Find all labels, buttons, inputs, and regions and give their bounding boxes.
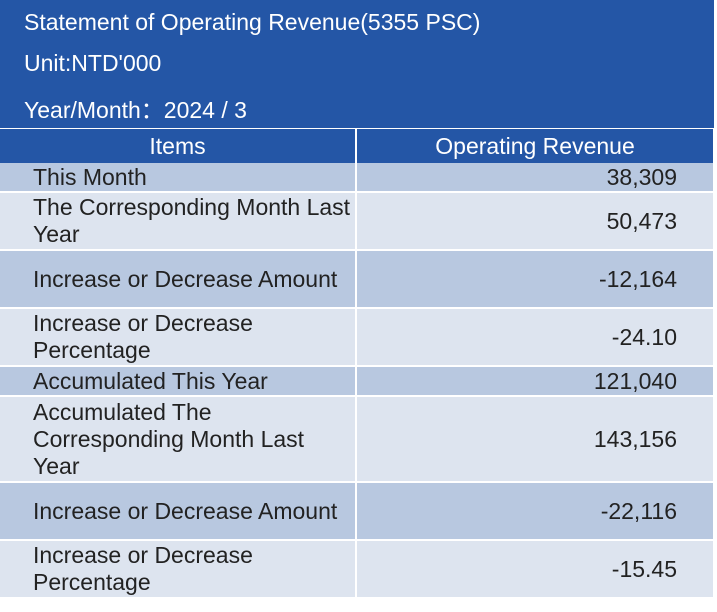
row-value: -15.45 <box>356 540 715 599</box>
table-row: Increase or Decrease Percentage -15.45 <box>0 540 715 599</box>
row-value: 143,156 <box>356 396 715 483</box>
table-row: Increase or Decrease Percentage -24.10 <box>0 308 715 367</box>
statement-title: Statement of Operating Revenue(5355 PSC) <box>24 9 481 35</box>
unit-label: Unit:NTD'000 <box>24 50 162 76</box>
row-item-label: The Corresponding Month Last Year <box>0 192 357 251</box>
column-header-operating-revenue: Operating Revenue <box>356 129 715 163</box>
table-row: Increase or Decrease Amount -12,164 <box>0 250 715 309</box>
period-label: Year/Month：2024 / 3 <box>24 97 247 123</box>
statement-header: Statement of Operating Revenue(5355 PSC)… <box>0 0 714 128</box>
table-header-row: Items Operating Revenue <box>0 129 715 163</box>
row-value: -24.10 <box>356 308 715 367</box>
table-row: The Corresponding Month Last Year 50,473 <box>0 192 715 251</box>
row-item-label: Accumulated This Year <box>0 366 357 397</box>
table-row: Accumulated This Year 121,040 <box>0 366 715 397</box>
row-value: 38,309 <box>356 163 715 193</box>
column-header-items: Items <box>0 129 357 163</box>
row-item-label: Increase or Decrease Amount <box>0 250 357 309</box>
row-value: 121,040 <box>356 366 715 397</box>
table-row: This Month 38,309 <box>0 163 715 193</box>
row-item-label: This Month <box>0 163 357 193</box>
table-row: Accumulated The Corresponding Month Last… <box>0 396 715 483</box>
row-item-label: Increase or Decrease Amount <box>0 482 357 541</box>
row-item-label: Increase or Decrease Percentage <box>0 308 357 367</box>
row-item-label: Accumulated The Corresponding Month Last… <box>0 396 357 483</box>
table-row: Increase or Decrease Amount -22,116 <box>0 482 715 541</box>
operating-revenue-table: Items Operating Revenue This Month 38,30… <box>0 129 715 599</box>
row-item-label: Increase or Decrease Percentage <box>0 540 357 599</box>
row-value: 50,473 <box>356 192 715 251</box>
row-value: -12,164 <box>356 250 715 309</box>
row-value: -22,116 <box>356 482 715 541</box>
